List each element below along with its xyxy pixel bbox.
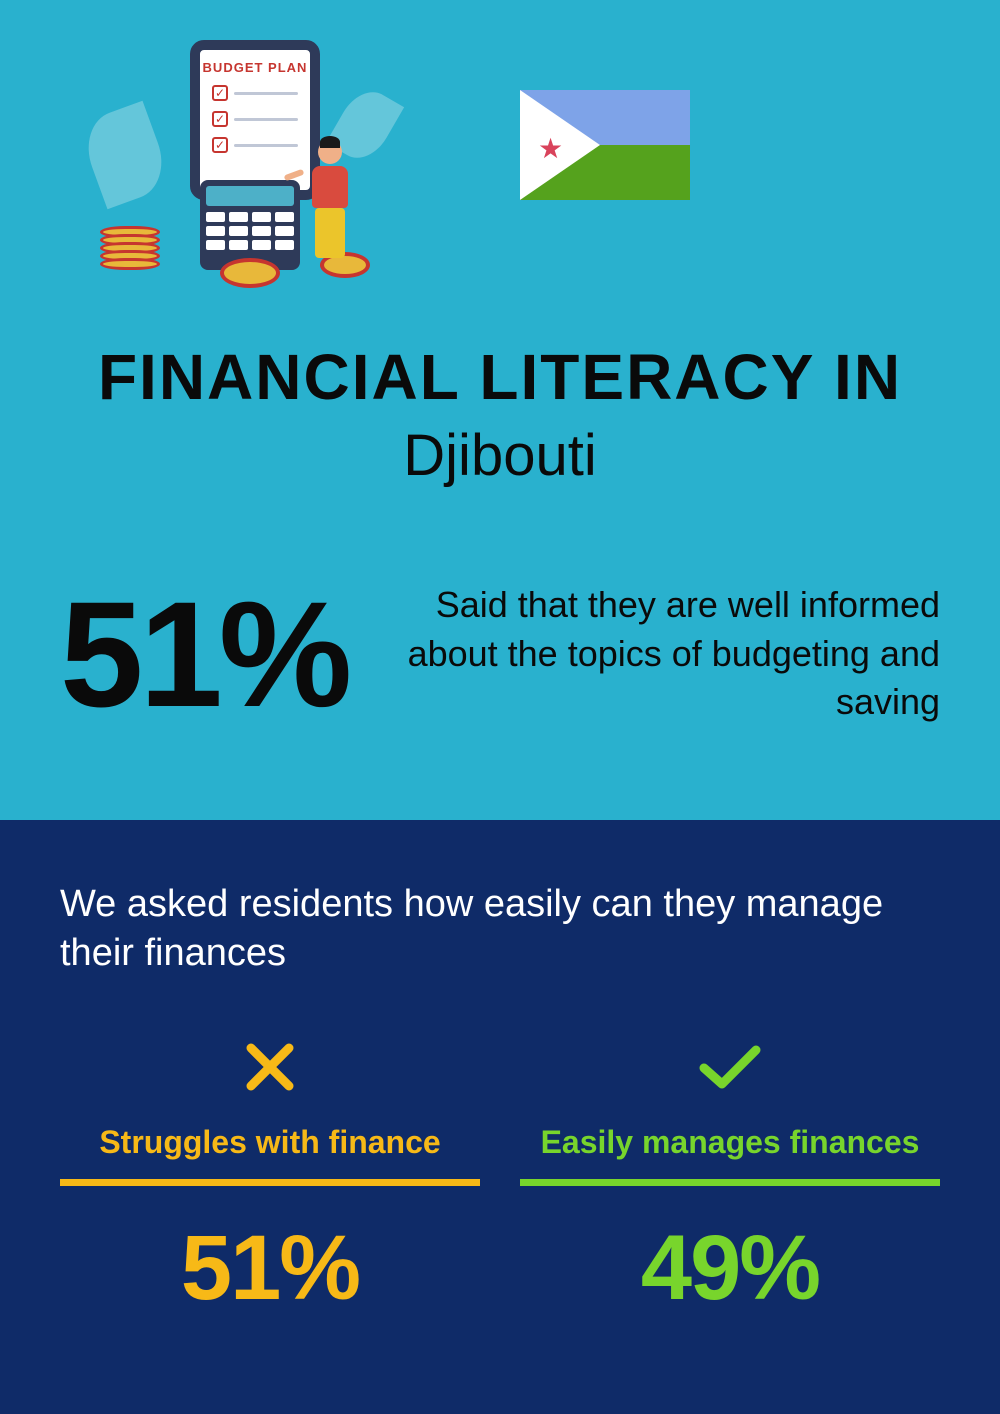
headline-percent: 51% — [60, 579, 348, 729]
coins-icon — [100, 190, 180, 270]
budget-illustration: BUDGET PLAN ✓ ✓ ✓ — [60, 30, 400, 310]
headline-stat: 51% Said that they are well informed abo… — [60, 579, 940, 729]
bottom-section: We asked residents how easily can they m… — [0, 820, 1000, 1414]
headline-description: Said that they are well informed about t… — [388, 581, 940, 727]
person-icon — [300, 140, 360, 270]
struggle-column: Struggles with finance 51% — [60, 1039, 480, 1321]
easy-rule — [520, 1179, 940, 1186]
calculator-icon — [200, 180, 300, 270]
title-main: FINANCIAL LITERACY IN — [60, 340, 940, 414]
check-icon — [698, 1039, 762, 1108]
struggle-percent: 51% — [60, 1216, 480, 1321]
flag-star-icon: ★ — [538, 132, 563, 165]
country-flag: ★ — [520, 90, 690, 200]
struggle-label: Struggles with finance — [60, 1124, 480, 1161]
struggle-rule — [60, 1179, 480, 1186]
survey-question: We asked residents how easily can they m… — [60, 880, 940, 979]
title-country: Djibouti — [60, 422, 940, 489]
easy-label: Easily manages finances — [520, 1124, 940, 1161]
top-section: BUDGET PLAN ✓ ✓ ✓ — [0, 0, 1000, 820]
coin-icon — [220, 258, 280, 288]
title-block: FINANCIAL LITERACY IN Djibouti — [60, 340, 940, 489]
clipboard-title: BUDGET PLAN — [200, 60, 310, 75]
header-row: BUDGET PLAN ✓ ✓ ✓ — [60, 30, 940, 310]
easy-column: Easily manages finances 49% — [520, 1039, 940, 1321]
result-columns: Struggles with finance 51% Easily manage… — [60, 1039, 940, 1321]
x-icon — [243, 1039, 297, 1108]
easy-percent: 49% — [520, 1216, 940, 1321]
